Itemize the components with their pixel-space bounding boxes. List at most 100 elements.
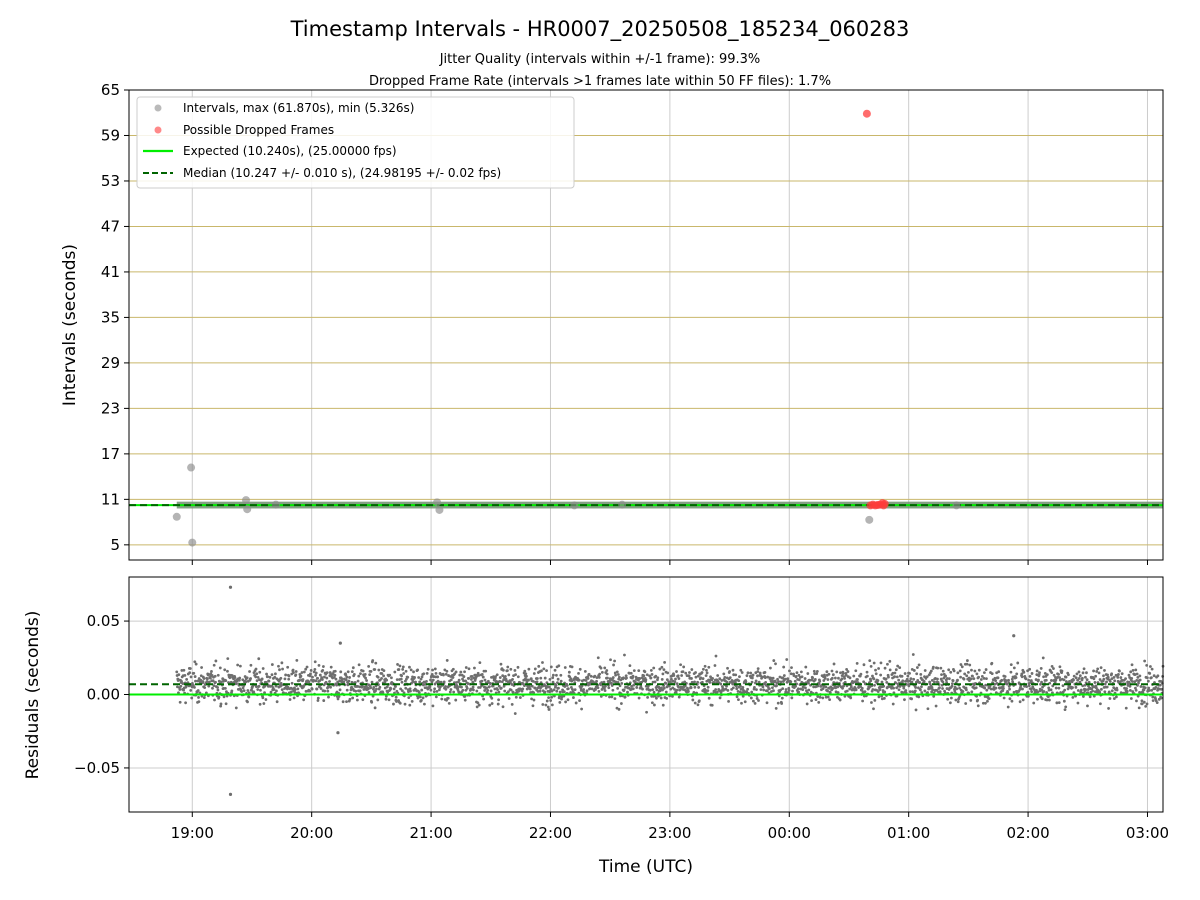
residual-point	[854, 669, 858, 673]
residual-point	[753, 686, 756, 689]
residual-point	[975, 694, 978, 698]
residual-point	[633, 680, 637, 684]
residual-point	[837, 676, 840, 680]
residual-point	[551, 676, 555, 680]
residual-point	[628, 664, 632, 667]
residual-point	[1020, 672, 1024, 676]
residual-point	[1133, 680, 1137, 684]
residual-point	[771, 686, 774, 690]
residual-point	[507, 697, 511, 700]
residual-point	[964, 702, 968, 705]
residual-point	[844, 673, 848, 677]
residual-point	[642, 674, 646, 678]
residual-point	[1076, 689, 1080, 692]
residual-point	[990, 672, 994, 675]
residual-point	[865, 670, 869, 674]
residual-point	[382, 674, 386, 678]
residual-point	[434, 672, 438, 675]
residual-point	[873, 683, 876, 687]
residual-point	[658, 667, 662, 671]
residual-point	[528, 687, 532, 691]
residual-point	[419, 677, 423, 681]
residual-point	[701, 667, 705, 671]
residual-point	[622, 688, 626, 692]
residual-point	[209, 676, 212, 680]
residual-point	[530, 697, 533, 701]
residual-point	[900, 674, 904, 678]
residual-point	[507, 690, 510, 694]
residual-point	[848, 687, 852, 691]
residual-point	[975, 672, 979, 676]
residual-point	[1042, 675, 1045, 679]
residual-point	[516, 665, 520, 669]
legend-entry-dropped: Possible Dropped Frames	[183, 123, 334, 137]
residual-point	[248, 670, 251, 673]
residual-point	[816, 695, 820, 698]
residual-point	[728, 670, 731, 673]
residual-point	[580, 707, 583, 711]
residual-point	[826, 689, 829, 693]
residual-point	[567, 670, 571, 674]
residual-point	[907, 682, 911, 686]
residual-point	[246, 689, 250, 692]
intervals-points	[172, 463, 961, 547]
residual-point	[1009, 663, 1013, 666]
residual-point	[803, 677, 807, 680]
intervals-ytick-label-0: 5	[110, 536, 120, 554]
residual-point	[1052, 673, 1056, 677]
residual-point	[399, 677, 403, 681]
residual-point	[345, 700, 348, 704]
residual-point	[175, 670, 179, 674]
residual-point	[370, 680, 374, 684]
residuals-ytick-label-0: −0.05	[74, 759, 120, 777]
residual-point	[280, 683, 283, 687]
residual-point	[241, 678, 245, 682]
residual-point	[1060, 669, 1064, 673]
residual-point	[197, 700, 201, 704]
residual-point	[531, 704, 535, 708]
residual-point	[976, 704, 980, 708]
residual-point	[779, 688, 783, 692]
residual-point	[392, 687, 396, 691]
residual-point	[550, 703, 554, 707]
residual-point	[765, 701, 769, 705]
residual-point	[1092, 677, 1096, 681]
residual-point	[746, 687, 750, 691]
residual-point	[616, 680, 620, 684]
residual-point	[280, 661, 284, 665]
residual-point	[400, 674, 404, 678]
residual-point	[920, 691, 924, 694]
residual-point	[1083, 683, 1087, 687]
residual-point	[590, 687, 594, 691]
residual-point	[364, 676, 367, 680]
dropped-frame-point-0	[862, 109, 871, 118]
residual-point	[648, 674, 652, 678]
residual-point	[1110, 689, 1114, 693]
interval-point-7	[435, 505, 444, 514]
residual-point	[396, 663, 399, 666]
residual-point	[931, 688, 935, 692]
residual-point	[557, 664, 561, 668]
residual-point	[956, 671, 960, 675]
residual-point	[425, 680, 428, 683]
residual-point	[767, 687, 771, 691]
residual-point	[675, 688, 679, 692]
residual-point	[292, 696, 296, 700]
residual-point	[1103, 682, 1107, 686]
residual-point	[408, 687, 412, 691]
residual-point	[1128, 688, 1132, 692]
residual-point	[650, 701, 654, 705]
residual-point	[564, 700, 568, 704]
residual-point	[284, 673, 288, 677]
residual-point	[870, 701, 873, 704]
residual-point	[328, 680, 331, 683]
residual-point	[207, 684, 211, 688]
residual-point	[202, 677, 206, 680]
residual-point	[792, 674, 796, 677]
residual-point	[613, 697, 617, 701]
residual-point	[600, 688, 604, 691]
residual-point	[214, 659, 218, 663]
residual-point	[316, 699, 320, 702]
residual-point	[836, 691, 840, 694]
residual-point	[982, 676, 986, 680]
